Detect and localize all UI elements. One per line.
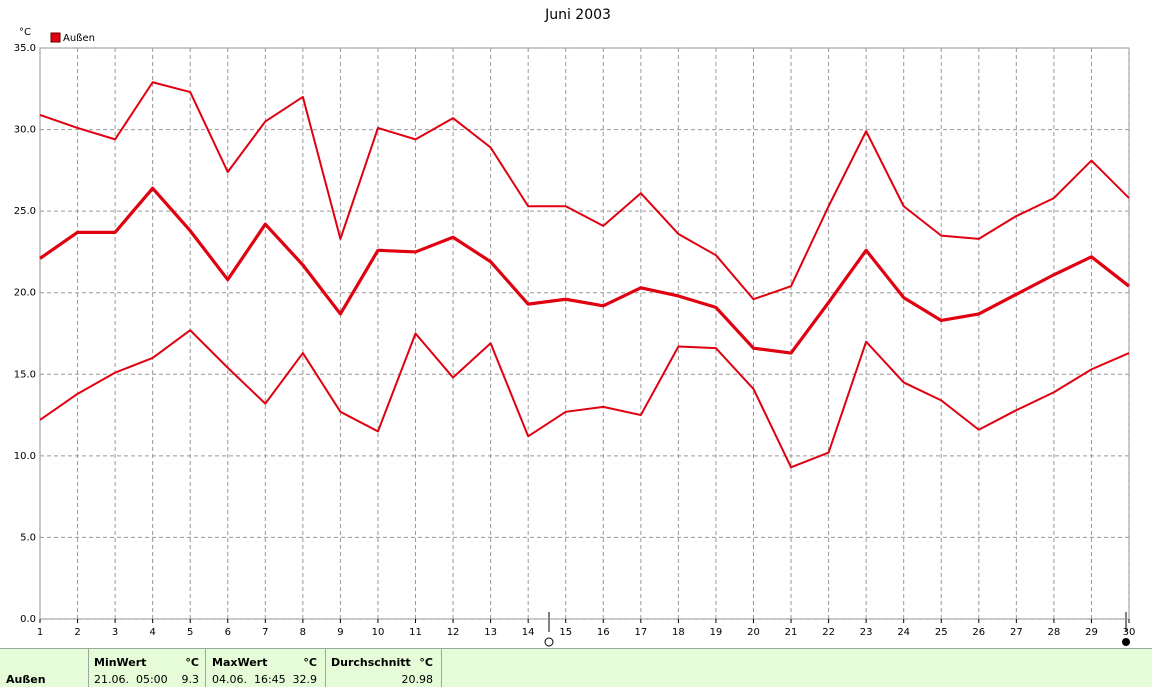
x-tick-label: 17	[634, 627, 647, 638]
y-tick-label: 15.0	[14, 369, 36, 380]
x-tick-label: 28	[1048, 627, 1061, 638]
x-tick-label: 25	[935, 627, 948, 638]
x-tick-label: 3	[112, 627, 118, 638]
marker-icon	[1122, 638, 1130, 646]
legend-swatch	[50, 32, 61, 43]
x-tick-label: 12	[447, 627, 460, 638]
y-tick-label: 20.0	[14, 288, 36, 299]
y-tick-label: 5.0	[20, 532, 36, 543]
x-tick-label: 11	[409, 627, 422, 638]
header: Durchschnitt	[331, 656, 411, 669]
x-tick-label: 29	[1085, 627, 1098, 638]
x-tick-label: 15	[559, 627, 572, 638]
x-tick-label: 4	[149, 627, 155, 638]
x-tick-label: 23	[860, 627, 873, 638]
time: 04.06. 16:45	[212, 673, 286, 686]
y-tick-label: 10.0	[14, 451, 36, 462]
x-tick-label: 7	[262, 627, 268, 638]
x-tick-label: 30	[1123, 627, 1136, 638]
x-tick-label: 14	[522, 627, 535, 638]
x-tick-label: 1	[37, 627, 43, 638]
y-tick-label: 25.0	[14, 206, 36, 217]
chart: Juni 2003 °C Außen 0.0 5.0 10.0 15.0 20.0 25.…	[14, 7, 1136, 647]
x-tick-label: 8	[300, 627, 306, 638]
marker-icon	[544, 637, 554, 647]
x-tick-label: 22	[822, 627, 835, 638]
y-tick-label: 35.0	[14, 43, 36, 54]
series-line	[39, 329, 1130, 469]
series-line	[39, 81, 1130, 301]
header: MaxWert	[212, 656, 268, 669]
unit: °C	[303, 656, 317, 669]
cell: Außen	[0, 649, 89, 687]
cell: MinWert °C 21.06. 05:00 9.3	[89, 649, 206, 687]
time: 21.06. 05:00	[94, 673, 168, 686]
x-tick-label: 27	[1010, 627, 1023, 638]
x-tick-label: 2	[74, 627, 80, 638]
value: 20.98	[401, 673, 434, 686]
x-tick-label: 6	[225, 627, 231, 638]
x-tick-label: 5	[187, 627, 193, 638]
x-tick-label: 20	[747, 627, 760, 638]
plot-area	[39, 47, 1130, 620]
y-tick-label: 0.0	[20, 614, 36, 625]
series-line	[39, 186, 1130, 355]
summary-table: Außen MinWert °C 21.06. 05:00 9.3 MaxWer…	[0, 648, 1152, 687]
x-tick-label: 10	[372, 627, 385, 638]
x-tick-label: 24	[897, 627, 910, 638]
row-label: Außen	[6, 673, 46, 686]
x-tick-label: 13	[484, 627, 497, 638]
cell: MaxWert °C 04.06. 16:45 32.9	[206, 649, 326, 687]
chart-title: Juni 2003	[544, 7, 611, 23]
y-tick-label: 30.0	[14, 125, 36, 136]
x-tick-label: 19	[710, 627, 723, 638]
x-tick-label: 9	[337, 627, 343, 638]
x-tick-label: 16	[597, 627, 610, 638]
y-axis-unit: °C	[19, 27, 31, 38]
x-tick-label: 18	[672, 627, 685, 638]
legend-label: Außen	[63, 33, 95, 44]
unit: °C	[185, 656, 199, 669]
x-tick-label: 21	[785, 627, 798, 638]
value: 32.9	[292, 673, 318, 686]
value: 9.3	[181, 673, 200, 686]
cell: Durchschnitt °C 20.98	[326, 649, 442, 687]
header: MinWert	[94, 656, 147, 669]
x-tick-label: 26	[972, 627, 985, 638]
unit: °C	[419, 656, 433, 669]
